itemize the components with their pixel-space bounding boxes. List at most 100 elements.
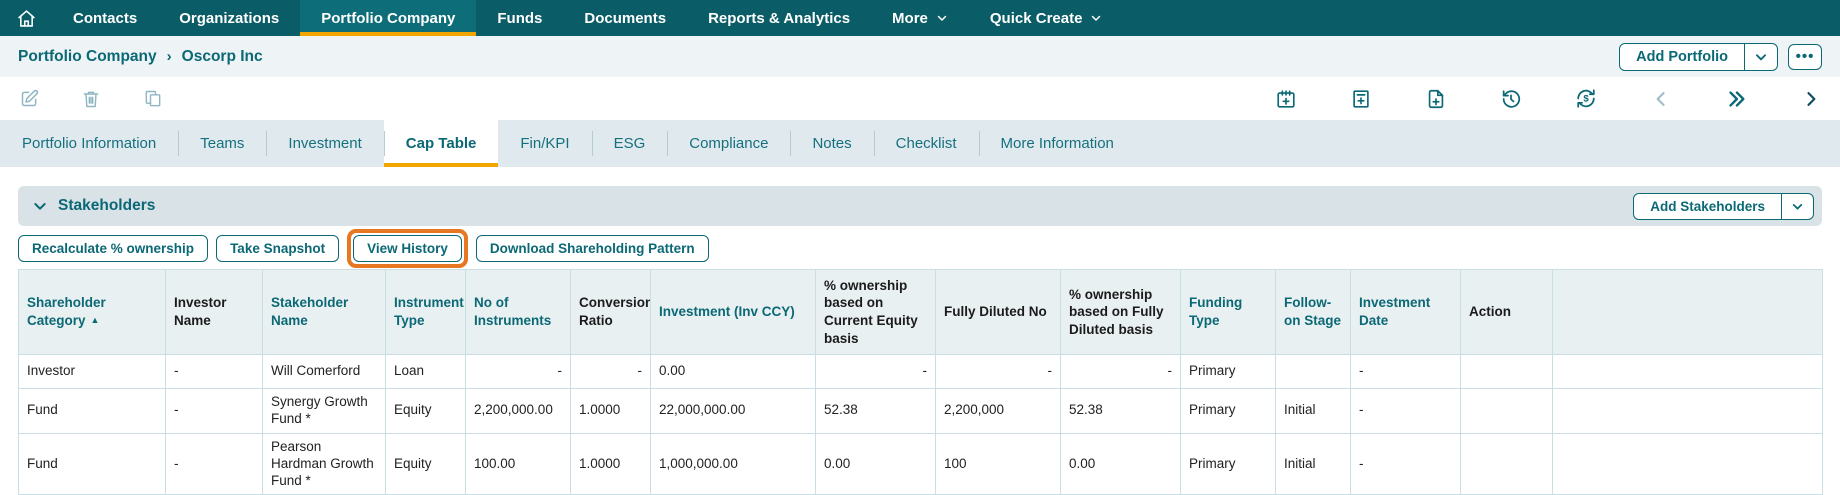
column-label: Investment (Inv CCY): [659, 304, 795, 320]
add-portfolio-dropdown[interactable]: [1744, 43, 1777, 70]
breadcrumb-section[interactable]: Portfolio Company: [18, 47, 157, 65]
nav-item-label: More: [892, 9, 928, 27]
nav-item-label: Portfolio Company: [321, 9, 456, 27]
tab-fin-kpi[interactable]: Fin/KPI: [520, 135, 570, 152]
table-cell: Primary: [1180, 388, 1276, 434]
delete-icon[interactable]: [80, 88, 102, 110]
breadcrumb-separator-icon: ›: [166, 48, 172, 65]
column-header-fully-diluted-no: Fully Diluted No: [935, 269, 1061, 355]
column-header-action: Action: [1460, 269, 1553, 355]
table-cell: -: [465, 354, 571, 389]
column-label: Stakeholder Name: [271, 295, 349, 328]
view-history-button[interactable]: View History: [353, 235, 462, 262]
tab-compliance[interactable]: Compliance: [667, 120, 790, 167]
history-icon[interactable]: [1500, 88, 1522, 110]
column-label: % ownership based on Current Equity basi…: [824, 277, 918, 346]
table-body: Investor - Will Comerford Loan - -0.00- - - Prim…: [18, 354, 1823, 495]
tab-portfolio-information[interactable]: Portfolio Information: [22, 135, 157, 152]
add-stakeholders-button[interactable]: Add Stakeholders: [1650, 198, 1765, 214]
table-cell: -: [570, 354, 651, 389]
currency-refresh-icon[interactable]: $: [1575, 88, 1597, 110]
tab-checklist[interactable]: Checklist: [873, 120, 979, 167]
copy-icon[interactable]: [142, 88, 164, 110]
table-cell: 0.00: [815, 432, 936, 495]
column-header-ownership-based-on-current-equity-basis: % ownership based on Current Equity basi…: [815, 269, 936, 355]
svg-text:$: $: [1583, 94, 1589, 105]
table-cell: 1,000,000.00: [650, 432, 816, 495]
take-snapshot-button[interactable]: Take Snapshot: [216, 235, 340, 262]
table-cell: Fund: [18, 432, 166, 495]
table-row[interactable]: Fund - Synergy Growth Fund * Equity 2,200,00…: [18, 388, 1823, 434]
home-icon: [17, 9, 35, 27]
column-label: Conversion Ratio: [579, 295, 651, 328]
add-portfolio-split-button: Add Portfolio: [1619, 42, 1778, 71]
column-header-shareholder-category[interactable]: Shareholder Category ▲: [18, 269, 166, 355]
home-button[interactable]: [0, 0, 52, 36]
nav-item-contacts[interactable]: Contacts: [52, 0, 158, 36]
nav-item-organizations[interactable]: Organizations: [158, 0, 300, 36]
sort-asc-icon: ▲: [90, 315, 100, 325]
more-options-button[interactable]: •••: [1788, 43, 1822, 70]
column-header-conversion-ratio: Conversion Ratio: [570, 269, 651, 355]
nav-item-label: Reports & Analytics: [708, 9, 851, 27]
table-cell: Synergy Growth Fund *: [262, 388, 386, 434]
nav-item-documents[interactable]: Documents: [563, 0, 687, 36]
nav-item-quick-create[interactable]: Quick Create: [969, 0, 1124, 36]
download-shareholding-pattern-button[interactable]: Download Shareholding Pattern: [475, 235, 709, 262]
note-add-icon[interactable]: [1350, 88, 1372, 110]
table-cell: -: [815, 354, 936, 389]
record-toolbar: $: [0, 77, 1840, 120]
table-cell: [1552, 354, 1823, 389]
chevron-down-icon: [1755, 53, 1767, 60]
collapse-chevron-icon[interactable]: [32, 198, 48, 214]
column-header-follow-on-stage[interactable]: Follow-on Stage: [1275, 269, 1351, 355]
nav-item-reports-analytics[interactable]: Reports & Analytics: [687, 0, 871, 36]
column-header-funding-type[interactable]: Funding Type: [1180, 269, 1276, 355]
recalculate-ownership-button[interactable]: Recalculate % ownership: [18, 235, 209, 262]
table-cell: 1.0000: [570, 388, 651, 434]
highlight-ring: View History: [347, 229, 468, 268]
add-stakeholders-dropdown[interactable]: [1781, 193, 1813, 219]
table-cell: 100.00: [465, 432, 571, 495]
tab-teams[interactable]: Teams: [178, 120, 266, 167]
add-portfolio-button[interactable]: Add Portfolio: [1636, 48, 1728, 65]
section-title: Stakeholders: [58, 197, 156, 214]
table-row[interactable]: Investor - Will Comerford Loan - -0.00- - - Prim…: [18, 354, 1823, 389]
table-cell: 52.38: [815, 388, 936, 434]
column-label: Fully Diluted No: [944, 304, 1047, 320]
nav-item-portfolio-company[interactable]: Portfolio Company: [300, 0, 477, 36]
chevron-right-icon[interactable]: [1800, 88, 1822, 110]
tab-esg[interactable]: ESG: [591, 120, 668, 167]
column-header-investment-inv-ccy[interactable]: Investment (Inv CCY): [650, 269, 816, 355]
chevron-left-icon[interactable]: [1650, 88, 1672, 110]
page-title: Oscorp Inc: [181, 47, 263, 65]
table-cell: -: [935, 354, 1061, 389]
column-header-investment-date[interactable]: Investment Date: [1350, 269, 1461, 355]
column-label: Investment Date: [1359, 295, 1431, 328]
double-chevron-right-icon[interactable]: [1725, 88, 1747, 110]
tab-more-information[interactable]: More Information: [978, 120, 1136, 167]
table-cell: 2,200,000.00: [465, 388, 571, 434]
column-header-no-of-instruments[interactable]: No of Instruments: [465, 269, 571, 355]
cap-table-actions: Recalculate % ownership Take Snapshot View…: [18, 229, 1822, 268]
table-cell: -: [165, 432, 263, 495]
table-cell: -: [165, 354, 263, 389]
nav-item-funds[interactable]: Funds: [476, 0, 563, 36]
edit-icon[interactable]: [18, 88, 40, 110]
column-header-instrument-type[interactable]: Instrument Type: [385, 269, 466, 355]
tab-investment[interactable]: Investment: [266, 120, 383, 167]
table-cell: Investor: [18, 354, 166, 389]
column-header-stakeholder-name[interactable]: Stakeholder Name: [262, 269, 386, 355]
chevron-down-icon: [937, 15, 947, 21]
nav-item-more[interactable]: More: [871, 0, 969, 36]
detail-tabs: Portfolio Information Teams Investment Cap …: [0, 120, 1840, 167]
table-row[interactable]: Fund - Pearson Hardman Growth Fund * Equity…: [18, 432, 1823, 495]
tab-notes[interactable]: Notes: [790, 120, 873, 167]
breadcrumb: Portfolio Company › Oscorp Inc: [18, 48, 263, 66]
table-cell: Equity: [385, 432, 466, 495]
add-stakeholders-split-button: Add Stakeholders: [1633, 192, 1814, 220]
file-add-icon[interactable]: [1425, 88, 1447, 110]
tab-cap-table[interactable]: Cap Table: [383, 120, 499, 167]
calendar-add-icon[interactable]: [1275, 88, 1297, 110]
column-label: Investor Name: [174, 295, 227, 328]
